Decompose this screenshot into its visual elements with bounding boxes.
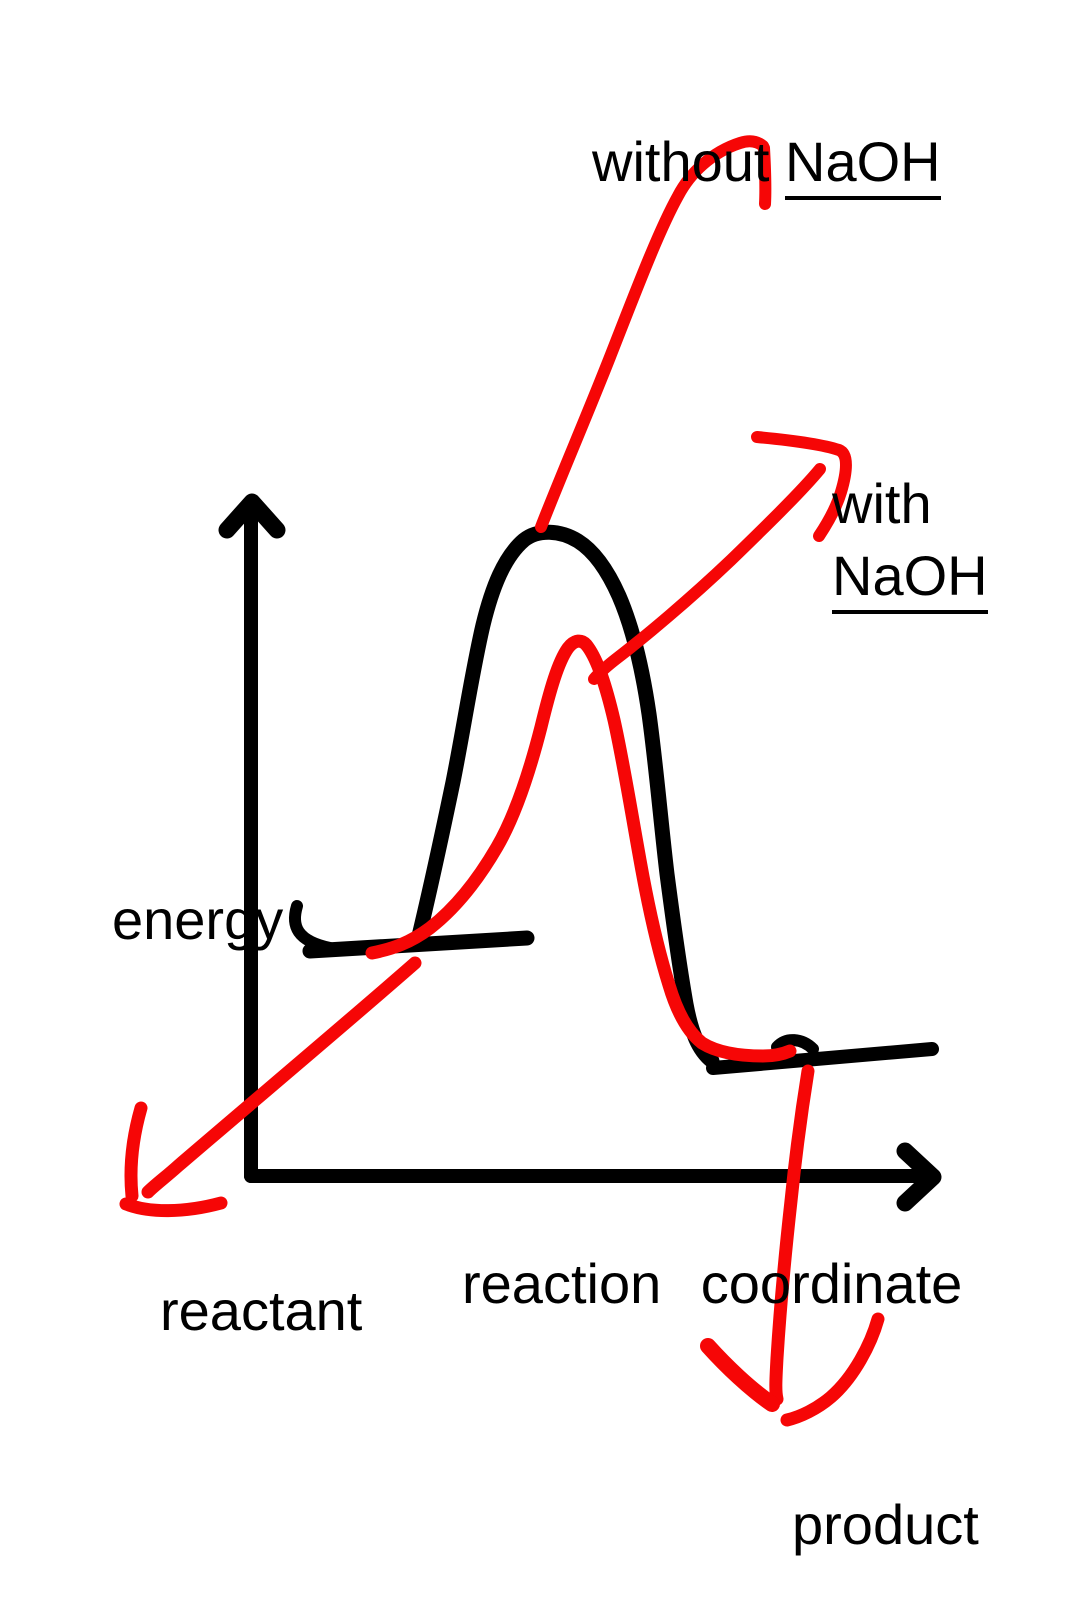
label-without-naoh-prefix: without <box>592 130 785 193</box>
red-arrow-without-naoh-tip <box>758 142 772 210</box>
red-arrow-with-naoh-line <box>588 463 826 685</box>
product-label: product <box>792 1493 979 1556</box>
red-arrow-reactant-line <box>141 956 422 1199</box>
red-arrow-product <box>700 1064 885 1427</box>
reactant-label: reactant <box>160 1279 363 1342</box>
red-arrow-with-naoh <box>588 431 852 685</box>
x-axis-label: reaction coordinate <box>462 1252 963 1315</box>
red-arrow-product-line <box>769 1064 815 1406</box>
red-arrow-reactant-head-bottom <box>119 1196 228 1218</box>
x-axis-arrowhead-icon <box>896 1142 942 1212</box>
label-without-naoh-underlined: NaOH <box>785 130 941 200</box>
red-arrow-without-naoh-line <box>535 135 769 533</box>
red-arrow-reactant <box>119 956 422 1218</box>
red-arrow-without-naoh <box>535 135 772 533</box>
red-arrow-product-head-right <box>780 1312 885 1427</box>
product-level-hook <box>771 1034 819 1055</box>
y-axis-arrowhead-icon <box>218 493 286 539</box>
label-with-naoh: with NaOH <box>832 468 988 614</box>
product-level-line <box>706 1042 939 1075</box>
label-with-naoh-line1: with <box>832 472 932 535</box>
red-arrow-reactant-head-left <box>124 1101 148 1203</box>
reactant-level-hook <box>288 900 336 954</box>
red-arrow-with-naoh-head <box>751 431 852 542</box>
y-axis-label: energy <box>112 888 284 951</box>
label-without-naoh: without NaOH <box>592 130 941 200</box>
red-arrow-product-head-left <box>700 1338 780 1412</box>
energy-curve-without-naoh <box>411 524 720 1069</box>
reactant-level-line <box>302 930 535 959</box>
label-with-naoh-line2-underlined: NaOH <box>832 544 988 614</box>
